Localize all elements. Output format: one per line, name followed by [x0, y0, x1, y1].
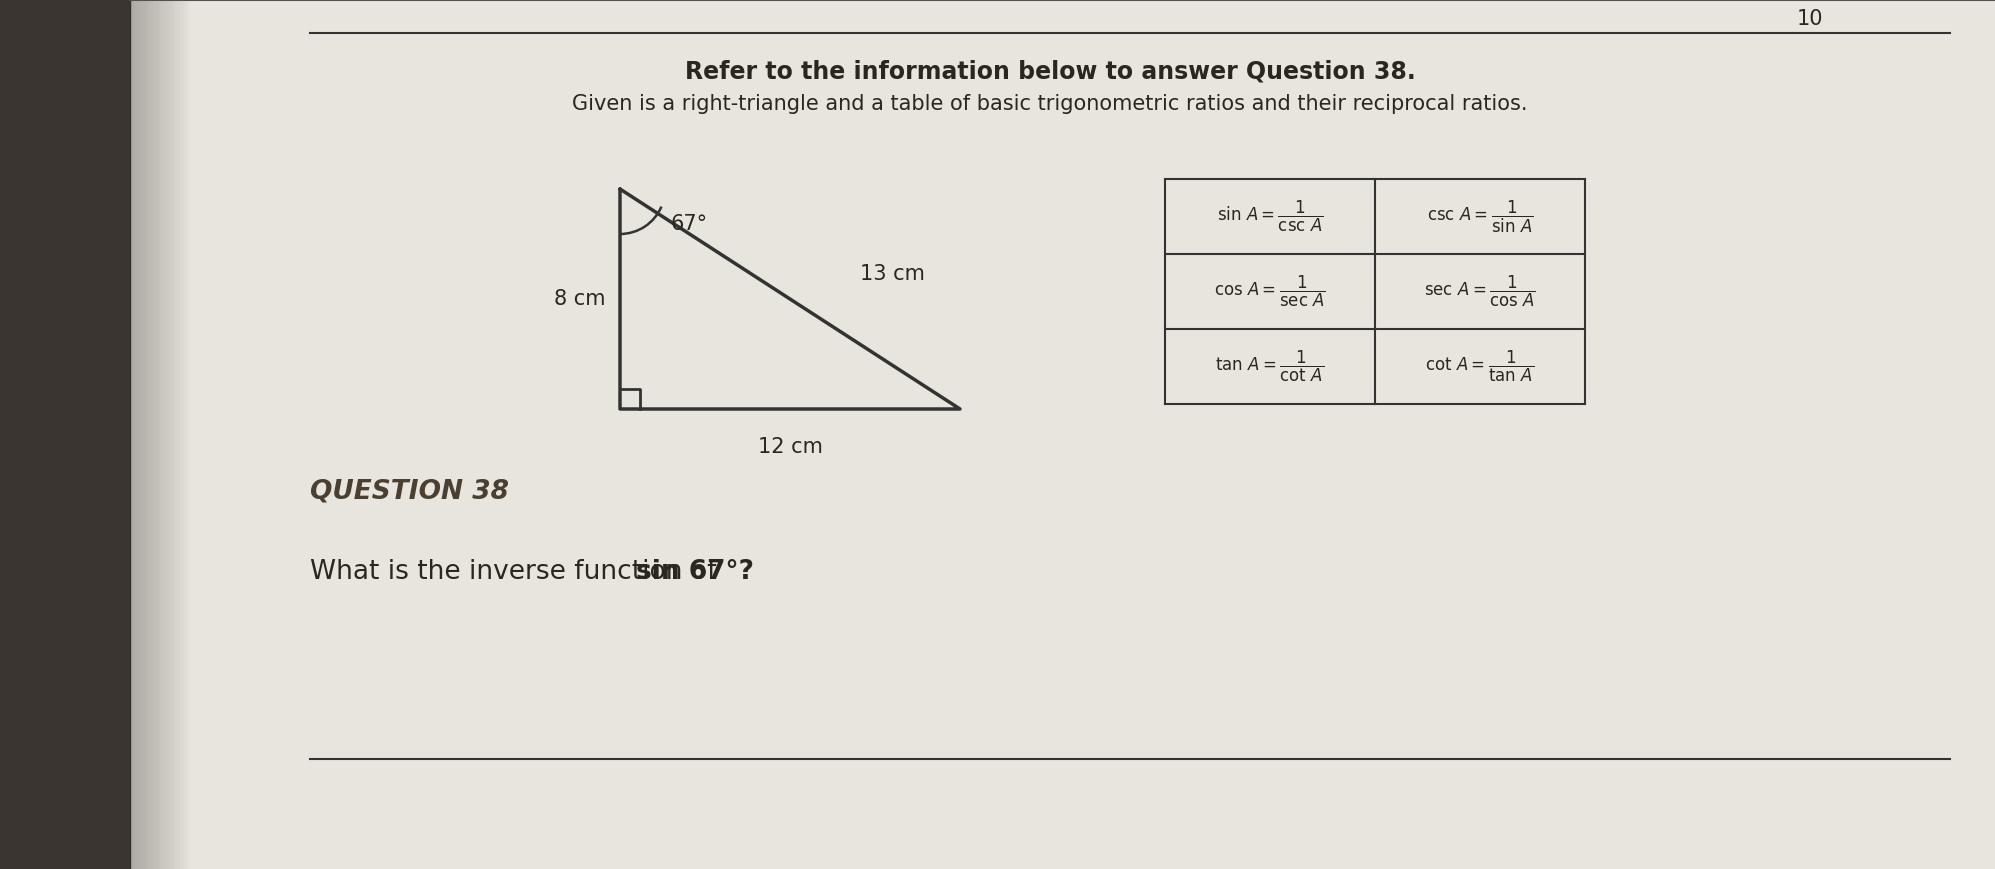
- Text: 67°: 67°: [670, 214, 706, 234]
- Text: 8 cm: 8 cm: [553, 289, 604, 309]
- Text: $\mathrm{tan}\ A = \dfrac{1}{\mathrm{cot}\ A}$: $\mathrm{tan}\ A = \dfrac{1}{\mathrm{cot…: [1215, 348, 1325, 384]
- Bar: [0, 0, 130, 869]
- Text: 10: 10: [1797, 9, 1823, 29]
- Text: QUESTION 38: QUESTION 38: [309, 479, 509, 505]
- Text: $\mathrm{sin}\ A = \dfrac{1}{\mathrm{csc}\ A}$: $\mathrm{sin}\ A = \dfrac{1}{\mathrm{csc…: [1217, 199, 1323, 234]
- Text: $\mathrm{cos}\ A = \dfrac{1}{\mathrm{sec}\ A}$: $\mathrm{cos}\ A = \dfrac{1}{\mathrm{sec…: [1215, 274, 1327, 309]
- Text: Refer to the information below to answer Question 38.: Refer to the information below to answer…: [684, 59, 1414, 83]
- Text: $\mathrm{sec}\ A = \dfrac{1}{\mathrm{cos}\ A}$: $\mathrm{sec}\ A = \dfrac{1}{\mathrm{cos…: [1424, 274, 1536, 309]
- Text: 13 cm: 13 cm: [860, 264, 926, 284]
- Text: Given is a right-triangle and a table of basic trigonometric ratios and their re: Given is a right-triangle and a table of…: [573, 94, 1528, 114]
- Text: $\mathrm{csc}\ A = \dfrac{1}{\mathrm{sin}\ A}$: $\mathrm{csc}\ A = \dfrac{1}{\mathrm{sin…: [1426, 198, 1534, 235]
- Text: $\mathrm{cot}\ A = \dfrac{1}{\mathrm{tan}\ A}$: $\mathrm{cot}\ A = \dfrac{1}{\mathrm{tan…: [1426, 348, 1534, 384]
- Text: What is the inverse function of: What is the inverse function of: [309, 559, 724, 585]
- Text: sin 67°?: sin 67°?: [636, 559, 754, 585]
- Text: 12 cm: 12 cm: [758, 437, 822, 457]
